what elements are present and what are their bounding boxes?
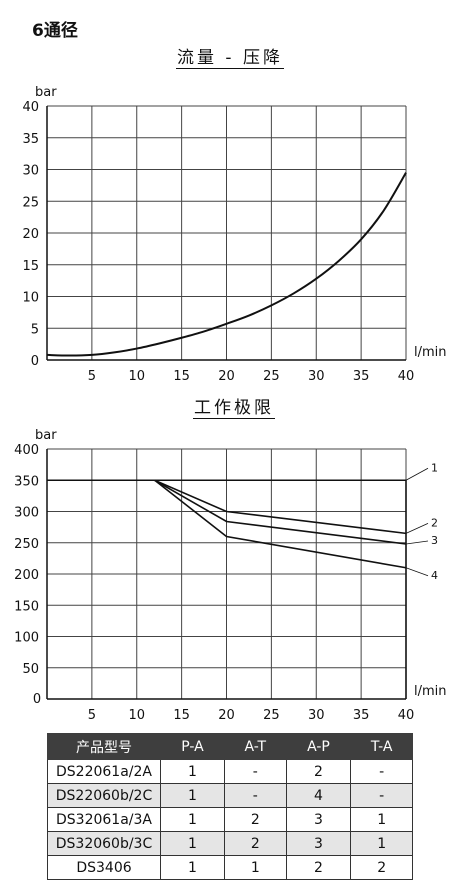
section-heading: 6通径	[32, 21, 78, 41]
chart-title-flow-pressure: 流量 - 压降	[176, 48, 284, 69]
table-cell: -	[223, 759, 287, 784]
x-tick-label: 40	[398, 708, 415, 723]
series-leader-2	[405, 523, 429, 534]
model-table: 产品型号 P-A A-T A-P T-A DS22061a/2A 1-2- DS22060b…	[47, 733, 413, 880]
y-tick-label: 30	[22, 164, 39, 179]
y-tick-label: 250	[14, 537, 39, 552]
y-tick-label: 20	[22, 227, 39, 242]
series-label-2: 2	[431, 516, 438, 529]
x-tick-label: 25	[263, 708, 280, 723]
series-label-4: 4	[431, 569, 438, 582]
y-axis-label: bar	[35, 428, 57, 443]
table-cell: 2	[223, 807, 287, 832]
y-tick-label: 300	[14, 506, 39, 521]
table-cell: 2	[223, 831, 287, 856]
x-axis-label: l/min	[414, 345, 447, 360]
table-row: DS3406 1 1 2 2	[47, 855, 413, 880]
y-tick-label: 40	[22, 100, 39, 115]
y-tick-label: 400	[14, 443, 39, 458]
table-row: DS32060b/3C 1 2 3 1	[47, 831, 413, 856]
table-row: DS22060b/2C 1-4-	[47, 783, 413, 808]
table-cell: 2	[350, 855, 413, 880]
series-label-1: 1	[431, 461, 438, 474]
x-tick-label: 30	[308, 369, 325, 384]
table-cell: 1	[160, 783, 225, 808]
y-tick-label: 50	[22, 662, 39, 677]
x-tick-label: 0	[33, 692, 41, 707]
table-row: DS32061a/3A 1 2 3 1	[47, 807, 413, 832]
x-tick-label: 10	[128, 369, 145, 384]
x-tick-label: 25	[263, 369, 280, 384]
y-tick-label: 350	[14, 474, 39, 489]
x-tick-label: 30	[308, 708, 325, 723]
x-tick-label: 35	[353, 708, 370, 723]
table-cell: 1	[223, 855, 287, 880]
table-cell: 1	[350, 831, 413, 856]
x-tick-label: 15	[173, 369, 190, 384]
operating-limits-chart: 50 100 150 200 250 300 350 400 0 5 10 15 20 25 30 35 40 b…	[14, 428, 447, 723]
table-cell: DS3406	[47, 855, 161, 880]
y-tick-label: 0	[31, 354, 39, 369]
table-cell: -	[223, 783, 287, 808]
series-leader-1	[405, 467, 429, 481]
x-axis-label: l/min	[414, 684, 447, 699]
y-axis-label: bar	[35, 85, 57, 100]
table-cell: -	[350, 783, 413, 808]
x-tick-label: 15	[173, 708, 190, 723]
table-cell: 1	[160, 831, 225, 856]
chart-title-operating-limits: 工作极限	[193, 398, 275, 419]
y-tick-label: 200	[14, 568, 39, 583]
table-header-cell: 产品型号	[47, 733, 161, 760]
table-header-cell: P-A	[160, 733, 225, 760]
y-tick-label: 150	[14, 599, 39, 614]
series-leader-4	[405, 567, 429, 577]
table-header-cell: A-P	[285, 733, 352, 760]
table-cell: DS32061a/3A	[47, 807, 161, 832]
y-tick-label: 25	[22, 195, 39, 210]
series-label-3: 3	[431, 534, 438, 547]
table-header-cell: A-T	[223, 733, 287, 760]
table-cell: 4	[285, 783, 352, 808]
y-tick-label: 10	[22, 291, 39, 306]
x-tick-label: 40	[398, 369, 415, 384]
y-tick-label: 35	[22, 132, 39, 147]
x-tick-label: 5	[88, 369, 96, 384]
x-tick-label: 20	[218, 369, 235, 384]
y-tick-label: 100	[14, 631, 39, 646]
y-tick-label: 15	[22, 259, 39, 274]
table-cell: 1	[160, 807, 225, 832]
table-header-cell: T-A	[350, 733, 413, 760]
table-cell: -	[350, 759, 413, 784]
table-cell: 2	[285, 855, 352, 880]
y-tick-label: 5	[31, 322, 39, 337]
x-tick-label: 5	[88, 708, 96, 723]
x-tick-label: 10	[128, 708, 145, 723]
table-cell: DS32060b/3C	[47, 831, 161, 856]
series-leader-3	[405, 540, 429, 545]
x-tick-label: 20	[218, 708, 235, 723]
table-header-row: 产品型号 P-A A-T A-P T-A	[47, 733, 413, 760]
table-cell: 3	[285, 807, 352, 832]
table-cell: 1	[350, 807, 413, 832]
table-cell: 1	[160, 855, 225, 880]
table-cell: 2	[285, 759, 352, 784]
series-line-pressure-drop	[46, 172, 407, 357]
table-cell: DS22060b/2C	[47, 783, 161, 808]
table-cell: 1	[160, 759, 225, 784]
series-line-4	[47, 479, 407, 569]
table-row: DS22061a/2A 1-2-	[47, 759, 413, 784]
table-cell: DS22061a/2A	[47, 759, 161, 784]
table-cell: 3	[285, 831, 352, 856]
x-tick-label: 35	[353, 369, 370, 384]
